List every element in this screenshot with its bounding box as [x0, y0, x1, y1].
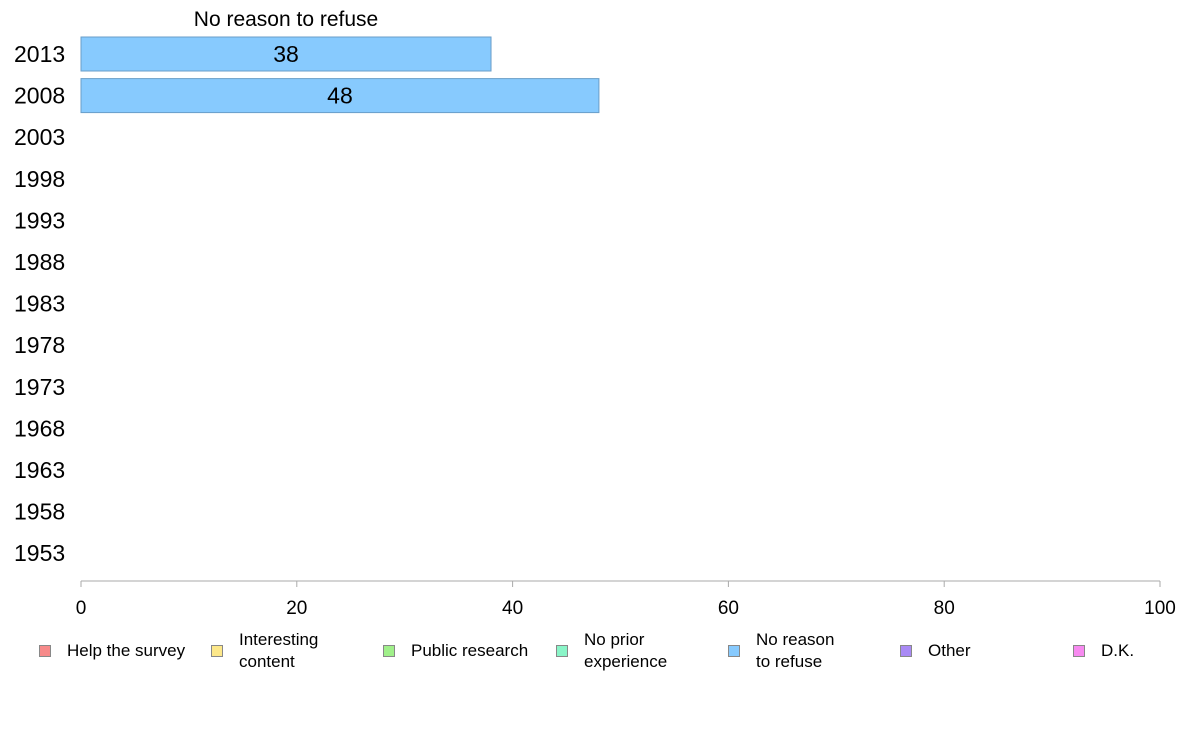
- bars: 38 48: [80, 36, 600, 114]
- legend-label: Interesting content: [239, 630, 319, 671]
- legend: Help the survey Interesting content Public…: [0, 628, 1188, 678]
- y-tick-label: 1988: [14, 249, 65, 275]
- y-tick-label: 1973: [14, 374, 65, 400]
- y-tick-label: 1998: [14, 166, 65, 192]
- y-tick-label: 2013: [14, 41, 65, 67]
- x-axis: 0 20 40 60 80 100: [76, 580, 1176, 619]
- legend-label: No prior experience: [584, 630, 668, 671]
- y-tick-label: 1978: [14, 332, 65, 358]
- x-tick-label: 80: [934, 598, 955, 619]
- bar: [80, 78, 600, 114]
- y-tick-label: 1983: [14, 291, 65, 317]
- legend-swatch: [39, 645, 51, 657]
- bar-data-label: 38: [273, 41, 299, 67]
- y-tick-label: 1963: [14, 457, 65, 483]
- legend-item: No prior experience: [556, 628, 667, 674]
- legend-swatch: [556, 645, 568, 657]
- bar-chart: No reason to refuse 2013 2008 2003 1998 1993…: [14, 8, 1176, 619]
- legend-swatch: [900, 645, 912, 657]
- legend-item: Interesting content: [211, 628, 318, 674]
- legend-item: No reason to refuse: [728, 628, 834, 674]
- legend-item: Help the survey: [39, 628, 185, 674]
- x-tick-label: 20: [286, 598, 307, 619]
- legend-item: Other: [900, 628, 971, 674]
- legend-swatch: [383, 645, 395, 657]
- chart-title: No reason to refuse: [194, 8, 378, 31]
- x-tick-label: 0: [76, 598, 87, 619]
- legend-item: Public research: [383, 628, 528, 674]
- legend-label: Other: [928, 641, 971, 660]
- y-tick-label: 1968: [14, 415, 65, 441]
- y-tick-label: 2008: [14, 83, 65, 109]
- y-axis-labels: 2013 2008 2003 1998 1993 1988 1983 1978 1973 1968…: [14, 41, 65, 566]
- y-tick-label: 2003: [14, 124, 65, 150]
- bar: [80, 36, 492, 72]
- legend-swatch: [211, 645, 223, 657]
- legend-item: D.K.: [1073, 628, 1134, 674]
- bar-data-label: 48: [327, 83, 353, 109]
- legend-swatch: [1073, 645, 1085, 657]
- legend-label: No reason to refuse: [756, 630, 835, 671]
- x-tick-label: 60: [718, 598, 739, 619]
- x-tick-label: 40: [502, 598, 523, 619]
- y-tick-label: 1958: [14, 499, 65, 525]
- legend-label: Public research: [411, 641, 529, 660]
- legend-label: D.K.: [1101, 641, 1135, 660]
- legend-swatch: [728, 645, 740, 657]
- legend-label: Help the survey: [67, 641, 186, 660]
- y-tick-label: 1953: [14, 540, 65, 566]
- y-tick-label: 1993: [14, 207, 65, 233]
- x-tick-label: 100: [1144, 598, 1176, 619]
